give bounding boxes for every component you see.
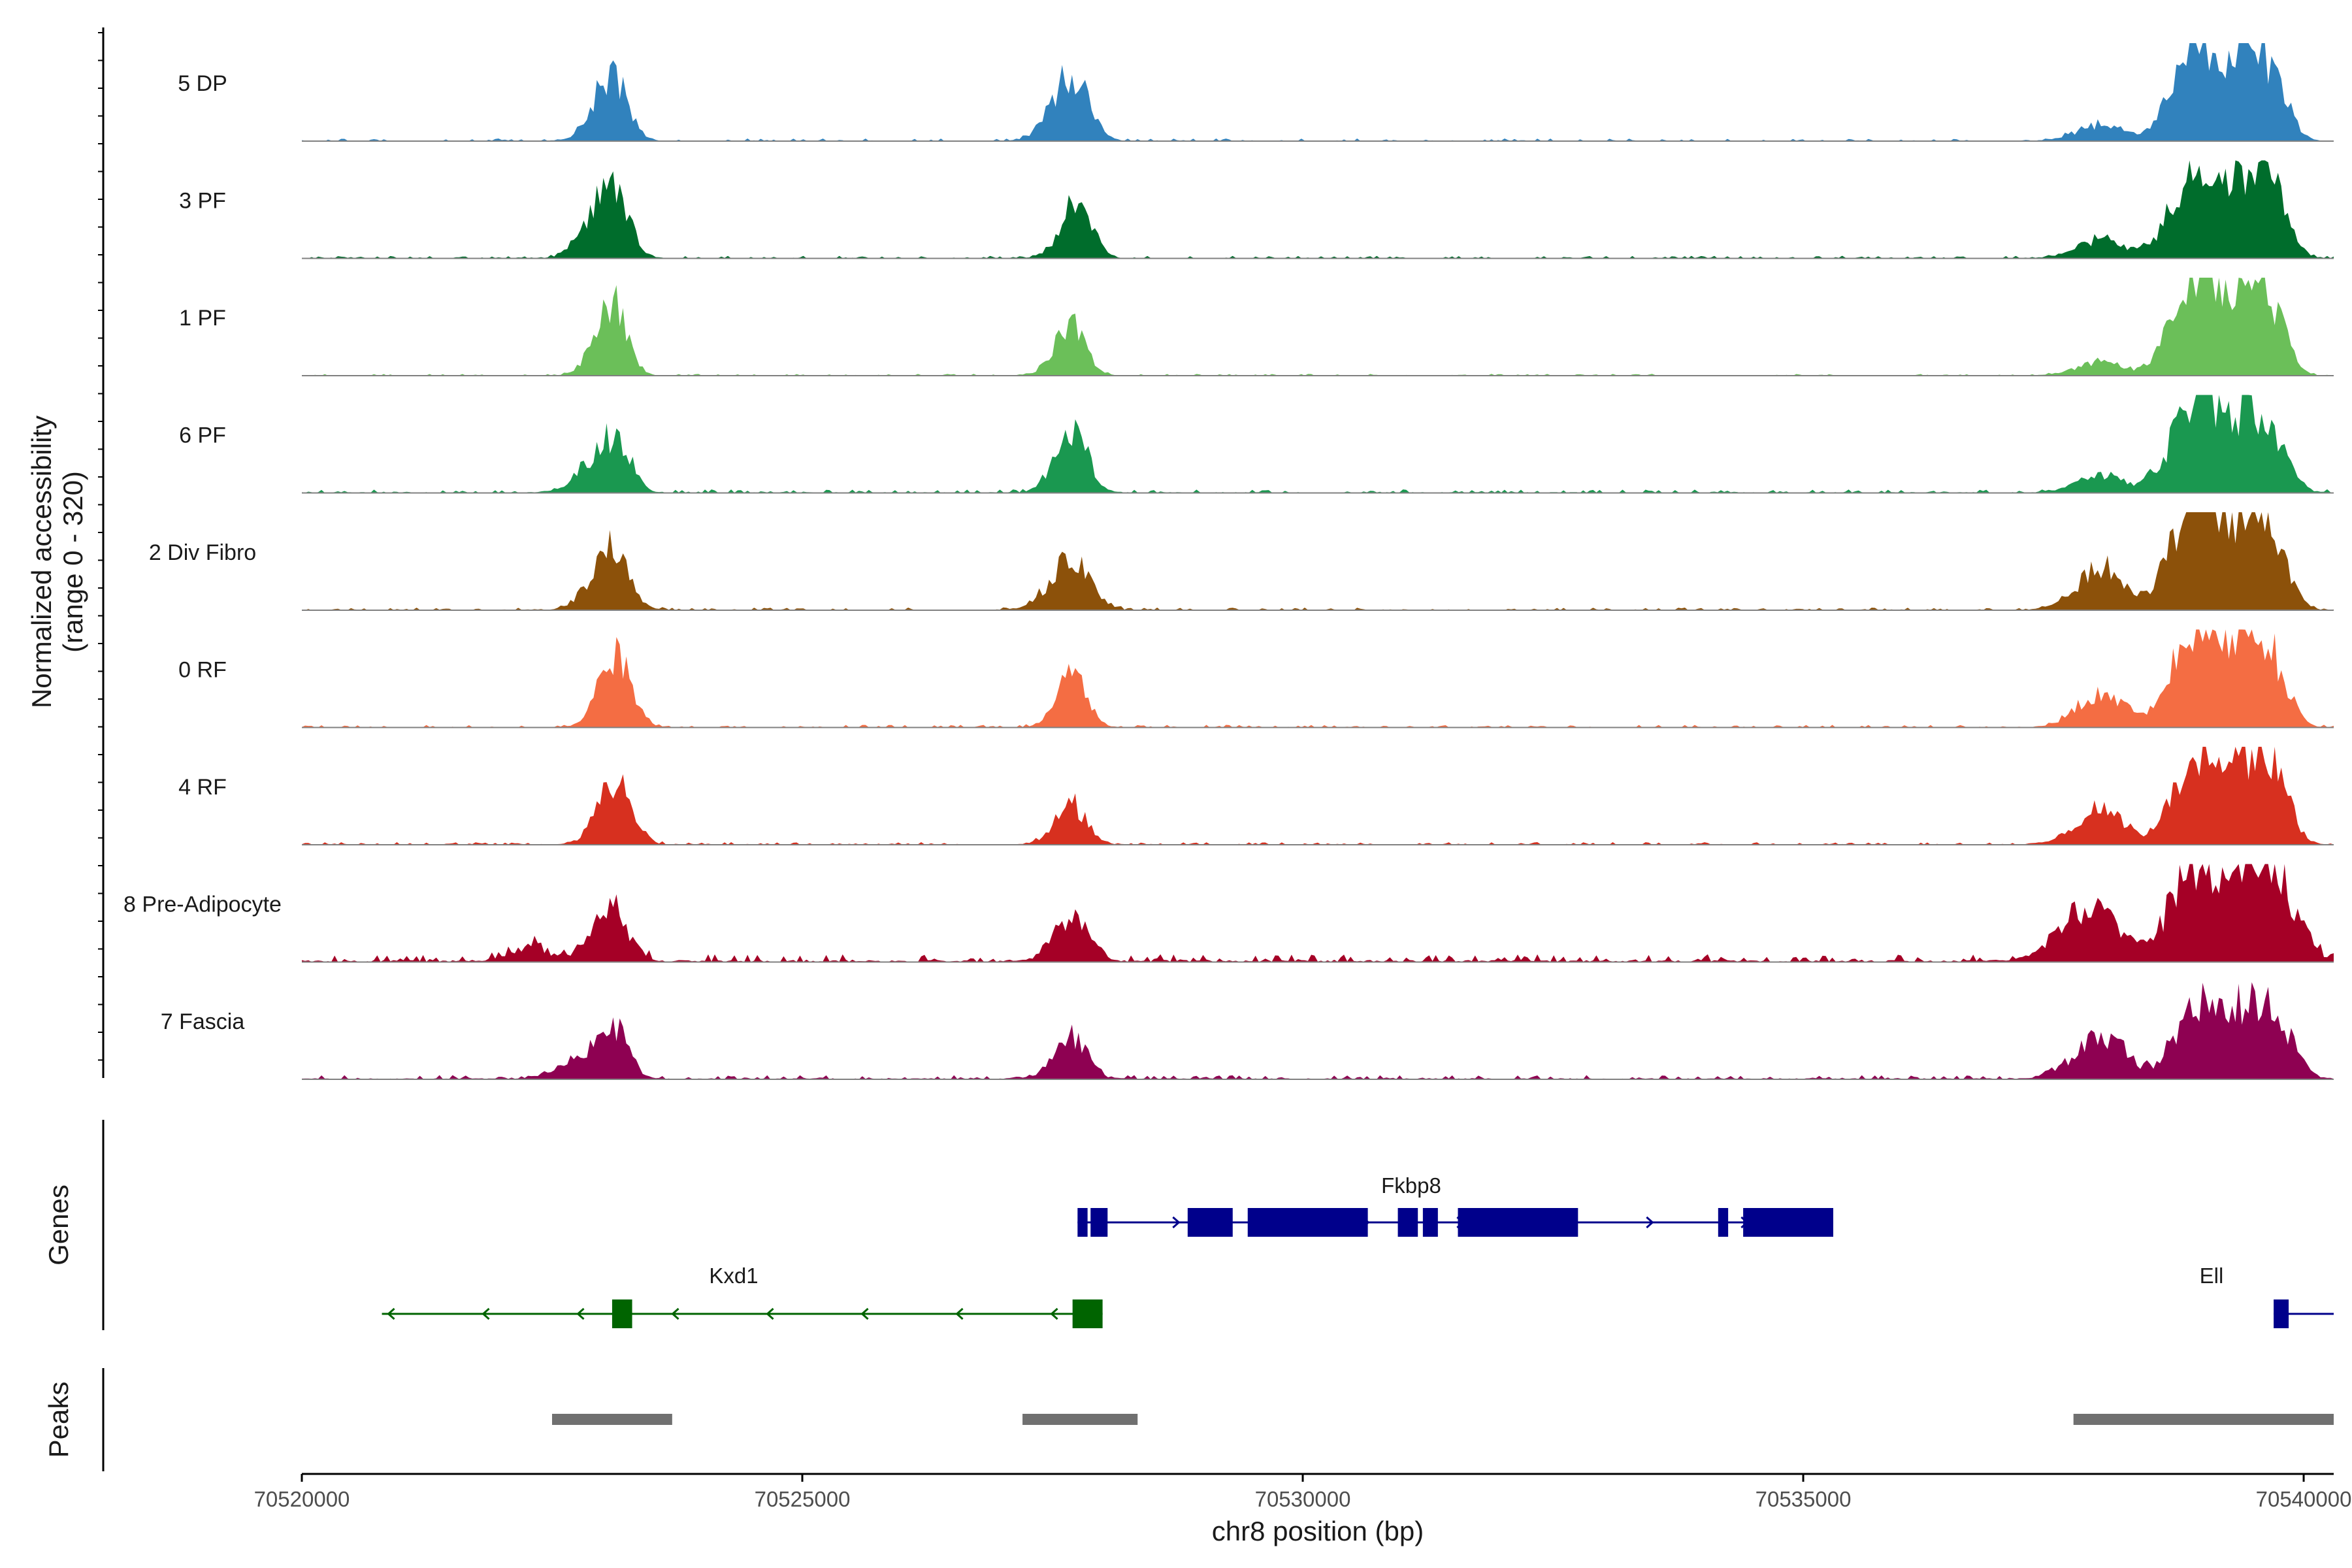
track-4-rf: 4 RF: [178, 747, 2334, 845]
coverage-area: [302, 395, 2334, 493]
track-3-pf: 3 PF: [179, 160, 2334, 259]
track-0-rf: 0 RF: [178, 629, 2334, 728]
x-tick-label: 70525000: [755, 1487, 851, 1511]
x-axis: 70520000 70525000 70530000 70535000 70540000: [254, 1474, 2352, 1511]
track-6-pf: 6 PF: [179, 395, 2334, 494]
strand-arrow: [1646, 1216, 1654, 1229]
coverage-area: [302, 512, 2334, 610]
track-2-div-fibro: 2 Div Fibro: [149, 512, 2334, 611]
strand-arrow: [387, 1307, 395, 1320]
gene-fkbp8: Fkbp8: [1077, 1173, 1833, 1237]
exon-block: [1422, 1208, 1438, 1237]
peak-region: [552, 1414, 672, 1425]
strand-arrow: [1050, 1307, 1058, 1320]
exon-block: [1743, 1208, 1833, 1237]
track-7-fascia: 7 Fascia: [161, 982, 2334, 1080]
track-label: 8 Pre-Adipocyte: [123, 892, 282, 917]
track-label: 6 PF: [179, 423, 226, 448]
coverage-y-axis-title: Normalized accessibility (range 0 - 320): [26, 416, 88, 708]
track-label: 1 PF: [179, 306, 226, 331]
exon-block: [1397, 1208, 1418, 1237]
track-label: 2 Div Fibro: [149, 540, 256, 565]
exon-block: [1090, 1208, 1108, 1237]
exon-block: [1718, 1208, 1729, 1237]
gene-ell: Ell: [2200, 1264, 2334, 1328]
exon-block: [1458, 1208, 1578, 1237]
strand-arrow: [671, 1307, 679, 1320]
strand-arrow: [955, 1307, 964, 1320]
exon-block: [1072, 1299, 1103, 1328]
genes-track: Fkbp8 Kxd1 Ell: [382, 1173, 2334, 1328]
exon-block: [612, 1299, 632, 1328]
strand-arrow: [860, 1307, 869, 1320]
peaks-track-label: Peaks: [43, 1382, 74, 1458]
coverage-tracks: 5 DP 3 PF 1 PF 6 PF 2 Div Fibro 0 RF 4 RF 8 Pre…: [123, 43, 2334, 1080]
peaks-track: [552, 1414, 2334, 1425]
gene-label: Kxd1: [709, 1264, 758, 1288]
gene-label: Ell: [2200, 1264, 2224, 1288]
strand-arrow: [766, 1307, 774, 1320]
coverage-area: [302, 160, 2334, 259]
track-label: 5 DP: [178, 71, 227, 96]
track-1-pf: 1 PF: [179, 278, 2334, 376]
x-axis-title: chr8 position (bp): [1212, 1516, 1424, 1546]
strand-arrow: [482, 1307, 490, 1320]
peak-region: [2073, 1414, 2334, 1425]
exon-block: [1247, 1208, 1368, 1237]
coverage-area: [302, 747, 2334, 845]
coverage-area: [302, 43, 2334, 141]
x-tick-label: 70530000: [1255, 1487, 1351, 1511]
gene-kxd1: Kxd1: [382, 1264, 1103, 1328]
track-5-dp: 5 DP: [178, 43, 2334, 142]
exon-block: [1077, 1208, 1088, 1237]
strand-arrow: [576, 1307, 585, 1320]
exon-block: [1187, 1208, 1233, 1237]
x-tick-label: 70535000: [1756, 1487, 1852, 1511]
exon-block: [2274, 1299, 2289, 1328]
strand-arrow: [1172, 1216, 1181, 1229]
track-8-pre-adipocyte: 8 Pre-Adipocyte: [123, 864, 2334, 963]
track-label: 0 RF: [178, 658, 227, 683]
coverage-area: [302, 982, 2334, 1079]
x-tick-label: 70540000: [2256, 1487, 2352, 1511]
track-label: 4 RF: [178, 775, 227, 800]
peak-region: [1022, 1414, 1138, 1425]
x-tick-label: 70520000: [254, 1487, 350, 1511]
track-label: 3 PF: [179, 189, 226, 214]
y-axis-title-line1: Normalized accessibility: [26, 416, 57, 708]
coverage-y-ticks: [98, 32, 103, 1061]
coverage-area: [302, 278, 2334, 376]
genes-track-label: Genes: [43, 1184, 74, 1266]
track-label: 7 Fascia: [161, 1009, 245, 1034]
y-axis-title-line2: (range 0 - 320): [57, 471, 88, 653]
gene-label: Fkbp8: [1381, 1173, 1441, 1198]
coverage-area: [302, 629, 2334, 728]
coverage-area: [302, 864, 2334, 962]
